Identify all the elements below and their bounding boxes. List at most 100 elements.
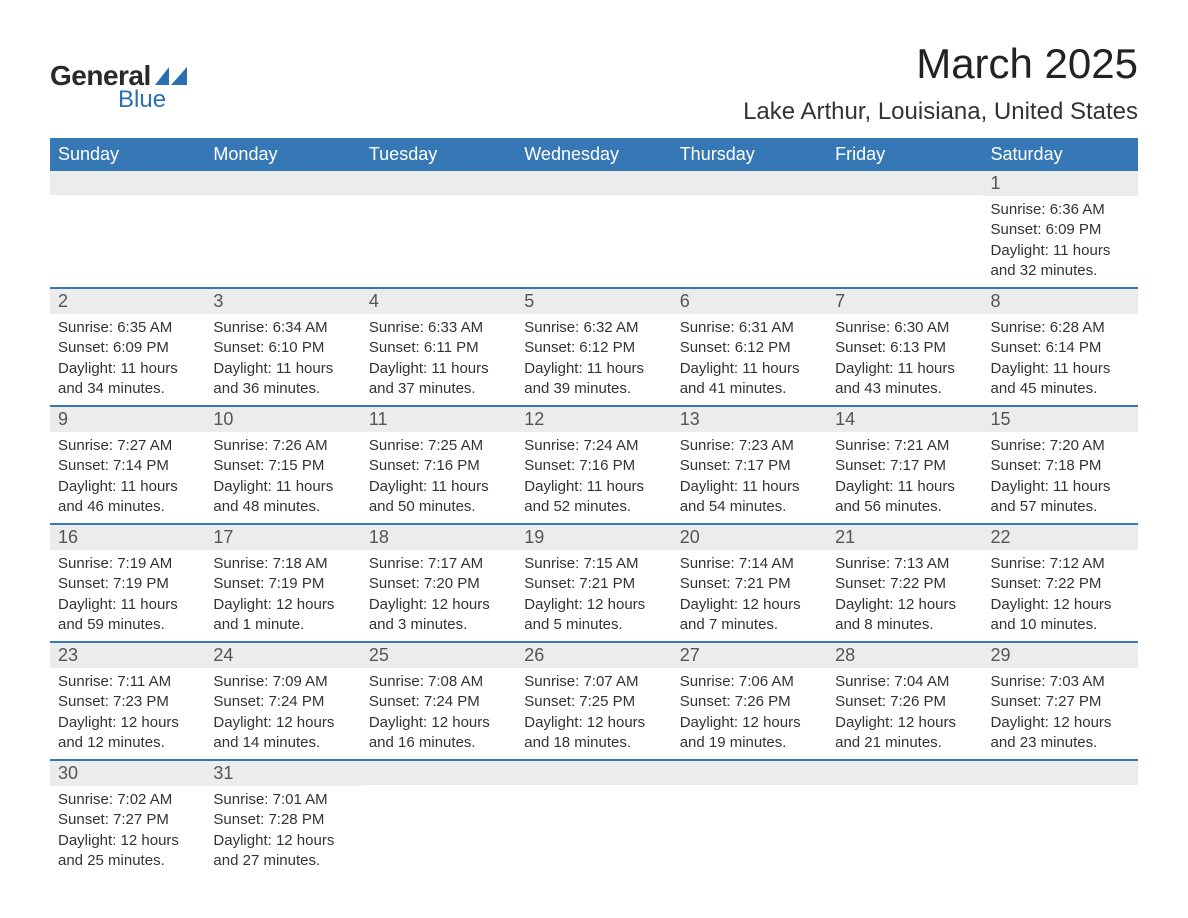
day-details: Sunrise: 7:23 AMSunset: 7:17 PMDaylight:… bbox=[672, 432, 827, 523]
sunrise-line: Sunrise: 7:24 AM bbox=[524, 436, 663, 456]
page-header: General Blue March 2025 Lake Arthur, Lou… bbox=[50, 40, 1138, 126]
calendar-day-cell: 28Sunrise: 7:04 AMSunset: 7:26 PMDayligh… bbox=[827, 642, 982, 760]
daylight-line: Daylight: 12 hours and 14 minutes. bbox=[213, 713, 352, 754]
day-details: Sunrise: 7:27 AMSunset: 7:14 PMDaylight:… bbox=[50, 432, 205, 523]
sunset-line: Sunset: 7:24 PM bbox=[213, 692, 352, 712]
day-details: Sunrise: 6:31 AMSunset: 6:12 PMDaylight:… bbox=[672, 314, 827, 405]
empty-day-header bbox=[827, 761, 982, 785]
calendar-day-cell: 9Sunrise: 7:27 AMSunset: 7:14 PMDaylight… bbox=[50, 406, 205, 524]
day-details: Sunrise: 6:34 AMSunset: 6:10 PMDaylight:… bbox=[205, 314, 360, 405]
sunrise-line: Sunrise: 7:17 AM bbox=[369, 554, 508, 574]
sunrise-line: Sunrise: 7:13 AM bbox=[835, 554, 974, 574]
day-number: 21 bbox=[827, 525, 982, 550]
sunrise-line: Sunrise: 6:33 AM bbox=[369, 318, 508, 338]
empty-day-header bbox=[672, 761, 827, 785]
daylight-line: Daylight: 11 hours and 52 minutes. bbox=[524, 477, 663, 518]
calendar-day-cell bbox=[827, 171, 982, 288]
daylight-line: Daylight: 11 hours and 54 minutes. bbox=[680, 477, 819, 518]
calendar-day-cell: 5Sunrise: 6:32 AMSunset: 6:12 PMDaylight… bbox=[516, 288, 671, 406]
day-number: 12 bbox=[516, 407, 671, 432]
sunrise-line: Sunrise: 7:14 AM bbox=[680, 554, 819, 574]
empty-day-header bbox=[516, 171, 671, 195]
day-number: 1 bbox=[983, 171, 1138, 196]
daylight-line: Daylight: 12 hours and 16 minutes. bbox=[369, 713, 508, 754]
calendar-week-row: 23Sunrise: 7:11 AMSunset: 7:23 PMDayligh… bbox=[50, 642, 1138, 760]
daylight-line: Daylight: 11 hours and 45 minutes. bbox=[991, 359, 1130, 400]
daylight-line: Daylight: 11 hours and 50 minutes. bbox=[369, 477, 508, 518]
day-number: 28 bbox=[827, 643, 982, 668]
calendar-day-cell: 8Sunrise: 6:28 AMSunset: 6:14 PMDaylight… bbox=[983, 288, 1138, 406]
empty-day-header bbox=[983, 761, 1138, 785]
sunrise-line: Sunrise: 7:25 AM bbox=[369, 436, 508, 456]
sunset-line: Sunset: 7:27 PM bbox=[991, 692, 1130, 712]
calendar-day-cell: 19Sunrise: 7:15 AMSunset: 7:21 PMDayligh… bbox=[516, 524, 671, 642]
sunset-line: Sunset: 6:14 PM bbox=[991, 338, 1130, 358]
sunrise-line: Sunrise: 7:18 AM bbox=[213, 554, 352, 574]
calendar-day-cell: 20Sunrise: 7:14 AMSunset: 7:21 PMDayligh… bbox=[672, 524, 827, 642]
sunrise-line: Sunrise: 7:20 AM bbox=[991, 436, 1130, 456]
calendar-day-cell bbox=[50, 171, 205, 288]
sunset-line: Sunset: 6:10 PM bbox=[213, 338, 352, 358]
day-number: 25 bbox=[361, 643, 516, 668]
sunset-line: Sunset: 7:15 PM bbox=[213, 456, 352, 476]
daylight-line: Daylight: 12 hours and 7 minutes. bbox=[680, 595, 819, 636]
sunrise-line: Sunrise: 6:31 AM bbox=[680, 318, 819, 338]
sunset-line: Sunset: 7:14 PM bbox=[58, 456, 197, 476]
calendar-day-cell bbox=[672, 171, 827, 288]
sunset-line: Sunset: 7:16 PM bbox=[524, 456, 663, 476]
sunrise-line: Sunrise: 6:36 AM bbox=[991, 200, 1130, 220]
sunrise-line: Sunrise: 7:04 AM bbox=[835, 672, 974, 692]
daylight-line: Daylight: 12 hours and 25 minutes. bbox=[58, 831, 197, 872]
calendar-day-cell: 25Sunrise: 7:08 AMSunset: 7:24 PMDayligh… bbox=[361, 642, 516, 760]
calendar-day-cell: 31Sunrise: 7:01 AMSunset: 7:28 PMDayligh… bbox=[205, 760, 360, 877]
daylight-line: Daylight: 12 hours and 18 minutes. bbox=[524, 713, 663, 754]
sunset-line: Sunset: 7:27 PM bbox=[58, 810, 197, 830]
calendar-day-cell: 27Sunrise: 7:06 AMSunset: 7:26 PMDayligh… bbox=[672, 642, 827, 760]
daylight-line: Daylight: 12 hours and 10 minutes. bbox=[991, 595, 1130, 636]
day-number: 5 bbox=[516, 289, 671, 314]
calendar-day-cell: 7Sunrise: 6:30 AMSunset: 6:13 PMDaylight… bbox=[827, 288, 982, 406]
day-number: 20 bbox=[672, 525, 827, 550]
day-details: Sunrise: 7:02 AMSunset: 7:27 PMDaylight:… bbox=[50, 786, 205, 877]
day-details: Sunrise: 7:24 AMSunset: 7:16 PMDaylight:… bbox=[516, 432, 671, 523]
daylight-line: Daylight: 11 hours and 41 minutes. bbox=[680, 359, 819, 400]
day-number: 22 bbox=[983, 525, 1138, 550]
weekday-header-row: Sunday Monday Tuesday Wednesday Thursday… bbox=[50, 138, 1138, 171]
sunrise-line: Sunrise: 7:15 AM bbox=[524, 554, 663, 574]
daylight-line: Daylight: 11 hours and 37 minutes. bbox=[369, 359, 508, 400]
empty-day-header bbox=[50, 171, 205, 195]
sunrise-line: Sunrise: 6:35 AM bbox=[58, 318, 197, 338]
day-details: Sunrise: 7:19 AMSunset: 7:19 PMDaylight:… bbox=[50, 550, 205, 641]
sunrise-line: Sunrise: 7:12 AM bbox=[991, 554, 1130, 574]
daylight-line: Daylight: 12 hours and 5 minutes. bbox=[524, 595, 663, 636]
calendar-day-cell: 30Sunrise: 7:02 AMSunset: 7:27 PMDayligh… bbox=[50, 760, 205, 877]
calendar-day-cell: 18Sunrise: 7:17 AMSunset: 7:20 PMDayligh… bbox=[361, 524, 516, 642]
day-details: Sunrise: 7:18 AMSunset: 7:19 PMDaylight:… bbox=[205, 550, 360, 641]
daylight-line: Daylight: 11 hours and 39 minutes. bbox=[524, 359, 663, 400]
sunset-line: Sunset: 7:19 PM bbox=[58, 574, 197, 594]
day-number: 26 bbox=[516, 643, 671, 668]
calendar-day-cell bbox=[983, 760, 1138, 877]
daylight-line: Daylight: 11 hours and 34 minutes. bbox=[58, 359, 197, 400]
day-details: Sunrise: 6:33 AMSunset: 6:11 PMDaylight:… bbox=[361, 314, 516, 405]
sunset-line: Sunset: 7:19 PM bbox=[213, 574, 352, 594]
day-number: 6 bbox=[672, 289, 827, 314]
weekday-header: Sunday bbox=[50, 138, 205, 171]
logo-text-blue: Blue bbox=[118, 86, 166, 114]
daylight-line: Daylight: 12 hours and 21 minutes. bbox=[835, 713, 974, 754]
sunset-line: Sunset: 7:17 PM bbox=[680, 456, 819, 476]
day-number: 16 bbox=[50, 525, 205, 550]
calendar-day-cell: 16Sunrise: 7:19 AMSunset: 7:19 PMDayligh… bbox=[50, 524, 205, 642]
daylight-line: Daylight: 11 hours and 36 minutes. bbox=[213, 359, 352, 400]
title-block: March 2025 Lake Arthur, Louisiana, Unite… bbox=[743, 40, 1138, 126]
calendar-week-row: 16Sunrise: 7:19 AMSunset: 7:19 PMDayligh… bbox=[50, 524, 1138, 642]
sunrise-line: Sunrise: 7:03 AM bbox=[991, 672, 1130, 692]
sunrise-line: Sunrise: 6:30 AM bbox=[835, 318, 974, 338]
sunset-line: Sunset: 7:22 PM bbox=[835, 574, 974, 594]
day-number: 24 bbox=[205, 643, 360, 668]
day-details: Sunrise: 7:13 AMSunset: 7:22 PMDaylight:… bbox=[827, 550, 982, 641]
day-details: Sunrise: 7:08 AMSunset: 7:24 PMDaylight:… bbox=[361, 668, 516, 759]
calendar-day-cell bbox=[516, 171, 671, 288]
day-number: 9 bbox=[50, 407, 205, 432]
day-details: Sunrise: 7:12 AMSunset: 7:22 PMDaylight:… bbox=[983, 550, 1138, 641]
